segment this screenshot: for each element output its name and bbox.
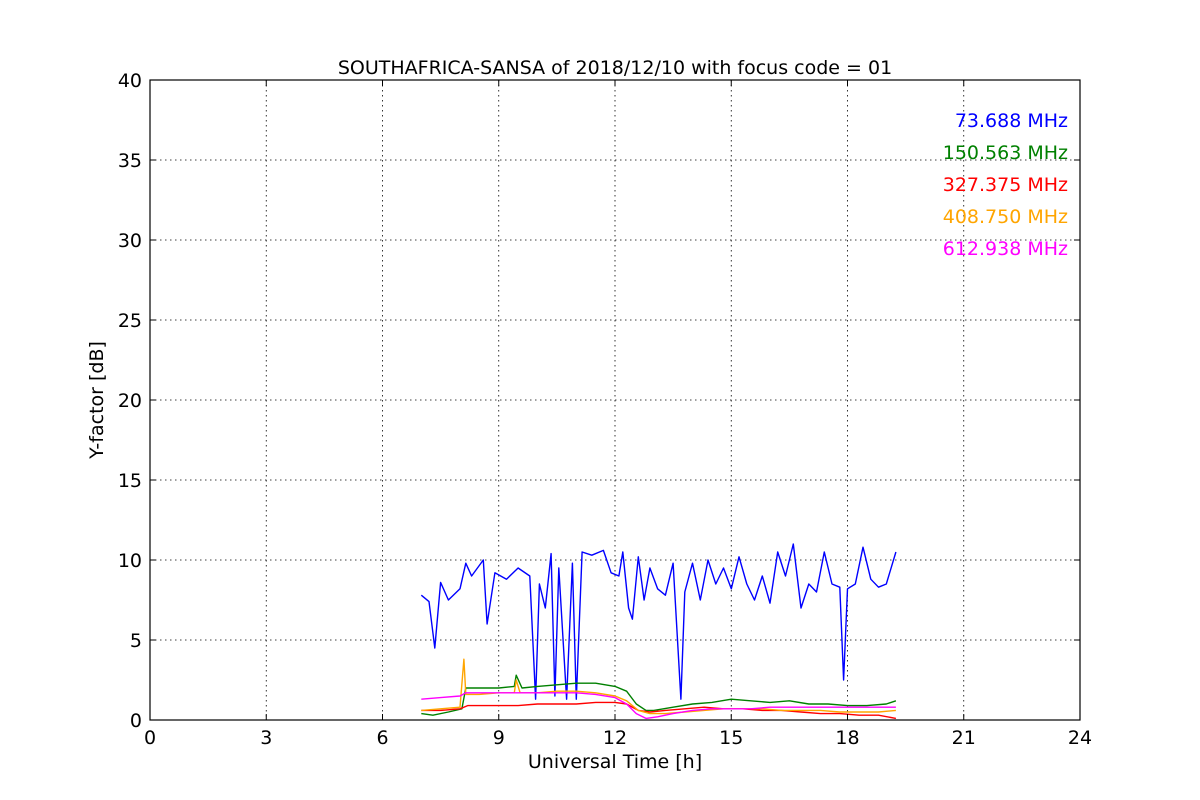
- y-tick-label: 0: [130, 710, 142, 732]
- y-tick-label: 5: [130, 630, 142, 652]
- y-tick-label: 10: [118, 550, 142, 572]
- series-line-3: [421, 701, 897, 720]
- chart-title: SOUTHAFRICA-SANSA of 2018/12/10 with foc…: [338, 57, 892, 79]
- series-line-2: [421, 674, 897, 716]
- series-line-5: [421, 692, 896, 720]
- series-line-4: [421, 658, 896, 715]
- y-tick-label: 20: [118, 390, 142, 412]
- y-tick-label: 25: [118, 310, 142, 332]
- data-series: [420, 543, 897, 720]
- x-tick-label: 9: [493, 727, 505, 749]
- x-tick-label: 3: [260, 727, 272, 749]
- y-axis-title: Y-factor [dB]: [86, 341, 108, 460]
- legend-entry-1: 73.688 MHz: [955, 110, 1068, 132]
- legend: 73.688 MHz 150.563 MHz 327.375 MHz 408.750 …: [943, 110, 1068, 260]
- series-line-1: [420, 543, 897, 700]
- x-tick-label: 6: [376, 727, 388, 749]
- x-axis-title: Universal Time [h]: [528, 751, 702, 773]
- y-tick-label: 35: [118, 150, 142, 172]
- y-tick-label: 40: [118, 70, 142, 92]
- legend-entry-4: 408.750 MHz: [943, 206, 1068, 228]
- x-tick-label: 21: [952, 727, 976, 749]
- x-tick-label: 12: [603, 727, 627, 749]
- y-tick-label: 15: [118, 470, 142, 492]
- x-tick-label: 18: [835, 727, 859, 749]
- y-tick-label: 30: [118, 230, 142, 252]
- x-tick-label: 15: [719, 727, 743, 749]
- legend-entry-2: 150.563 MHz: [943, 142, 1068, 164]
- legend-entry-3: 327.375 MHz: [943, 174, 1068, 196]
- legend-entry-5: 612.938 MHz: [943, 238, 1068, 260]
- grid-lines: [150, 80, 1080, 720]
- x-tick-label: 24: [1068, 727, 1092, 749]
- axis-ticks: 0 3 6 9 12 15 18 21 24 0 5 10 15 20 25 30 35 40: [118, 70, 1092, 749]
- x-tick-label: 0: [144, 727, 156, 749]
